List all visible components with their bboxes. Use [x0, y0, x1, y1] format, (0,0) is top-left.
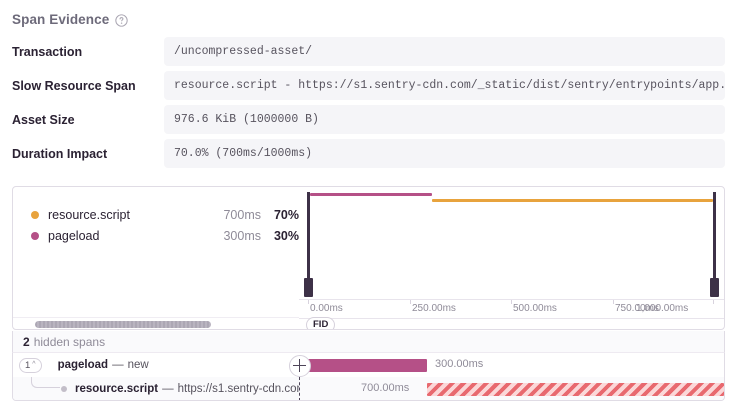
hidden-spans-label: hidden spans: [33, 334, 106, 349]
span-label-resource-script[interactable]: resource.script — https://s1.sentry-cdn.…: [13, 377, 299, 400]
series-line-resource-script: [432, 199, 713, 202]
legend-percent: 30%: [273, 228, 299, 243]
evidence-key: Transaction: [12, 44, 83, 59]
axis-tick-label: 750.00ms: [615, 303, 659, 314]
question-circle-icon[interactable]: [115, 13, 129, 27]
span-tree-divider[interactable]: [299, 377, 300, 400]
tree-connector-line: [31, 377, 60, 388]
evidence-row-duration-impact: Duration Impact 70.0% (700ms/1000ms): [0, 139, 737, 168]
scrollbar-thumb[interactable]: [35, 321, 211, 328]
axis-tick-mark: [308, 300, 309, 304]
axis-tick-label: 500.00ms: [513, 303, 557, 314]
evidence-key: Asset Size: [12, 112, 75, 127]
table-row[interactable]: resource.script — https://s1.sentry-cdn.…: [13, 377, 724, 400]
page-title: Span Evidence: [12, 11, 110, 27]
legend-dot-icon: [31, 210, 39, 219]
evidence-key: Slow Resource Span: [12, 78, 136, 93]
evidence-value: 70.0% (700ms/1000ms): [164, 139, 725, 168]
evidence-row-asset-size: Asset Size 976.6 KiB (1000000 B): [0, 105, 737, 134]
legend-percent: 70%: [273, 207, 299, 222]
legend-item-pageload[interactable]: pageload 300ms 30%: [31, 225, 299, 246]
span-bar-pageload[interactable]: [299, 359, 427, 372]
span-child-count: 1: [25, 359, 31, 371]
axis-tick-label: 0.00ms: [310, 303, 343, 314]
span-op: resource.script: [75, 383, 159, 395]
span-collapse-toggle[interactable]: 1 ^: [19, 357, 42, 373]
chevron-up-icon: ^: [32, 360, 36, 368]
span-duration: 700.00ms: [361, 382, 410, 394]
span-tree-resize-handle[interactable]: [289, 355, 311, 377]
evidence-value: resource.script - https://s1.sentry-cdn.…: [164, 71, 725, 100]
series-line-pageload: [310, 193, 432, 196]
hidden-spans-count: 2: [23, 334, 30, 349]
axis-tick-mark: [713, 300, 714, 304]
span-op: pageload: [57, 359, 109, 371]
axis-tick-label: 250.00ms: [412, 303, 456, 314]
span-bar-resource-script[interactable]: [427, 383, 724, 396]
legend-duration: 300ms: [223, 228, 261, 243]
chart-x-axis: 0.00ms 250.00ms 500.00ms 750.00ms 1,000.…: [299, 299, 724, 319]
span-waterfall: 1 ^ pageload — new 300.00ms resource.scr…: [12, 353, 725, 401]
span-bar-track[interactable]: 300.00ms: [289, 353, 724, 377]
span-separator: —: [162, 383, 174, 395]
legend-label: pageload: [48, 228, 100, 243]
legend-dot-icon: [31, 231, 39, 240]
span-chart-panel: resource.script 700ms 70% pageload 300ms…: [12, 186, 725, 330]
evidence-row-transaction: Transaction /uncompressed-asset/: [0, 37, 737, 66]
status-badge-fid[interactable]: FID: [306, 317, 336, 329]
span-bar-track[interactable]: 700.00ms: [299, 377, 724, 400]
evidence-key: Duration Impact: [12, 146, 108, 161]
evidence-value: /uncompressed-asset/: [164, 37, 725, 66]
table-row[interactable]: 1 ^ pageload — new 300.00ms: [13, 353, 724, 377]
legend-label: resource.script: [48, 207, 130, 222]
evidence-row-slow-resource-span: Slow Resource Span resource.script - htt…: [0, 71, 737, 100]
span-duration: 300.00ms: [435, 358, 484, 370]
evidence-value: 976.6 KiB (1000000 B): [164, 105, 725, 134]
evidence-table: Transaction /uncompressed-asset/ Slow Re…: [0, 37, 737, 168]
legend-item-resource-script[interactable]: resource.script 700ms 70%: [31, 204, 299, 225]
axis-tick-label: 1,000.00ms: [636, 303, 689, 314]
window-selection-right-edge[interactable]: [713, 192, 716, 297]
tree-node-dot-icon: [61, 386, 67, 392]
span-evidence-header: Span Evidence: [0, 0, 737, 29]
span-label-pageload[interactable]: 1 ^ pageload — new: [13, 353, 299, 377]
window-selection-left-handle[interactable]: [304, 278, 313, 297]
span-separator: —: [112, 359, 124, 371]
window-selection-left-edge[interactable]: [307, 192, 310, 297]
hidden-spans-row[interactable]: 2 hidden spans: [12, 331, 725, 353]
legend-duration: 700ms: [223, 207, 261, 222]
axis-tick-mark: [410, 300, 411, 304]
chart-plot-area: 0.00ms 250.00ms 500.00ms 750.00ms 1,000.…: [299, 187, 724, 329]
span-tree-scrollbar[interactable]: [13, 317, 299, 329]
axis-tick-mark: [613, 300, 614, 304]
axis-tick-mark: [511, 300, 512, 304]
span-description: new: [127, 359, 149, 371]
measurement-markers: FID: [299, 317, 724, 329]
span-description: https://s1.sentry-cdn.com/: [177, 383, 299, 395]
window-selection-right-handle[interactable]: [710, 278, 719, 297]
chart-legend: resource.script 700ms 70% pageload 300ms…: [13, 187, 299, 329]
